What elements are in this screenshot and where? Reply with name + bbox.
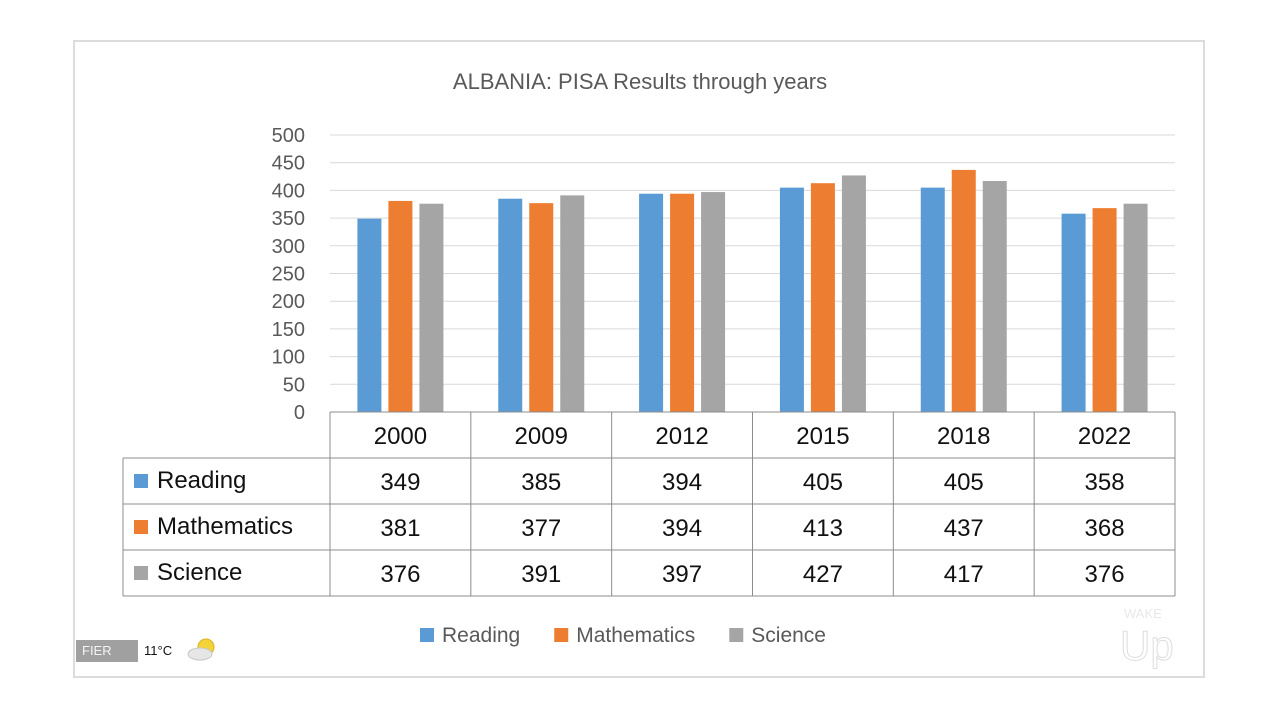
- x-tick-label: 2018: [937, 423, 990, 450]
- table-row-label: Mathematics: [157, 513, 293, 540]
- bar-science-2015: [841, 175, 866, 412]
- data-label: 376: [1085, 561, 1125, 588]
- bar-mathematics-2018: [951, 169, 976, 412]
- svg-text:Up: Up: [1120, 622, 1174, 669]
- data-label: 376: [380, 561, 420, 588]
- data-label: 385: [521, 469, 561, 496]
- bar-reading-2000: [357, 218, 382, 412]
- bar-science-2022: [1123, 203, 1148, 412]
- wake-up-logo: WAKE Up: [1120, 606, 1175, 670]
- bar-science-2000: [419, 203, 444, 412]
- bar-reading-2015: [779, 187, 804, 412]
- data-label: 349: [380, 469, 420, 496]
- data-label: 391: [521, 561, 561, 588]
- legend-key-science: [134, 566, 148, 580]
- data-label: 427: [803, 561, 843, 588]
- data-label: 437: [944, 515, 984, 542]
- svg-text:WAKE: WAKE: [1124, 606, 1162, 621]
- bar-reading-2012: [639, 193, 664, 412]
- bar-mathematics-2022: [1092, 208, 1117, 412]
- data-label: 417: [944, 561, 984, 588]
- legend-swatch-reading: [420, 628, 434, 642]
- legend-key-mathematics: [134, 520, 148, 534]
- legend-label: Science: [751, 624, 826, 647]
- bar-mathematics-2015: [810, 183, 835, 412]
- y-tick-label: 250: [272, 264, 305, 286]
- legend-key-reading: [134, 474, 148, 488]
- bar-science-2012: [701, 192, 726, 412]
- table-row-label: Science: [157, 559, 242, 586]
- bar-reading-2022: [1061, 213, 1086, 412]
- y-tick-label: 500: [272, 125, 305, 147]
- x-tick-label: 2012: [655, 423, 708, 450]
- y-tick-label: 0: [294, 402, 305, 424]
- data-label: 358: [1085, 469, 1125, 496]
- bar-mathematics-2000: [388, 200, 413, 412]
- partly-cloudy-icon: [187, 638, 215, 661]
- temperature: 11°C: [144, 643, 173, 658]
- bar-mathematics-2012: [670, 193, 695, 412]
- legend-swatch-mathematics: [554, 628, 569, 642]
- bar-mathematics-2009: [529, 203, 554, 412]
- data-label: 377: [521, 515, 561, 542]
- y-tick-label: 450: [272, 153, 305, 175]
- bar-science-2009: [560, 195, 585, 412]
- y-tick-label: 50: [283, 374, 305, 396]
- y-tick-label: 200: [272, 291, 305, 313]
- table-row-label: Reading: [157, 467, 246, 494]
- chart-frame: [73, 40, 1205, 678]
- y-tick-label: 350: [272, 208, 305, 230]
- data-label: 397: [662, 561, 702, 588]
- x-tick-label: 2015: [796, 423, 849, 450]
- location-badge: FIER: [76, 640, 138, 662]
- legend-label: Reading: [442, 624, 520, 647]
- x-tick-label: 2009: [515, 423, 568, 450]
- data-label: 394: [662, 515, 702, 542]
- data-label: 405: [944, 469, 984, 496]
- data-label: 381: [380, 515, 420, 542]
- y-tick-label: 150: [272, 319, 305, 341]
- bar-science-2018: [982, 180, 1007, 412]
- legend-label: Mathematics: [576, 624, 695, 647]
- y-tick-label: 300: [272, 236, 305, 258]
- bar-reading-2009: [498, 198, 523, 412]
- data-label: 405: [803, 469, 843, 496]
- data-label: 394: [662, 469, 702, 496]
- x-tick-label: 2000: [374, 423, 427, 450]
- data-label: 368: [1085, 515, 1125, 542]
- chart-title: ALBANIA: PISA Results through years: [453, 69, 827, 94]
- y-tick-label: 400: [272, 180, 305, 202]
- data-label: 413: [803, 515, 843, 542]
- legend-swatch-science: [729, 628, 744, 642]
- x-tick-label: 2022: [1078, 423, 1131, 450]
- y-tick-label: 100: [272, 347, 305, 369]
- bar-reading-2018: [920, 187, 945, 412]
